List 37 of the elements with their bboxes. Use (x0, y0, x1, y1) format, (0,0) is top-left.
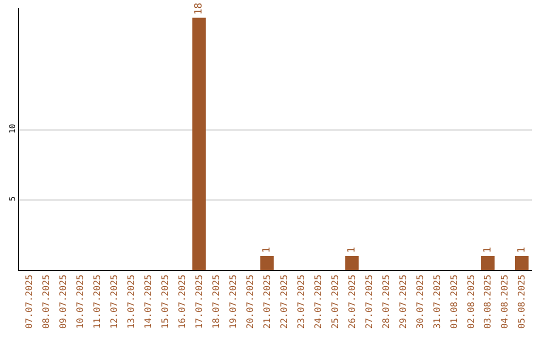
x-tick-label: 26.07.2025 (348, 274, 358, 329)
x-tick-label: 24.07.2025 (314, 274, 324, 329)
x-tick-label: 14.07.2025 (144, 274, 154, 329)
x-tick-label: 08.07.2025 (42, 274, 52, 329)
x-tick-label: 02.08.2025 (466, 274, 477, 329)
x-tick-label: 20.07.2025 (246, 274, 256, 329)
x-tick-label: 22.07.2025 (280, 274, 290, 329)
x-tick-label: 17.07.2025 (194, 274, 205, 329)
x-tick-label: 25.07.2025 (330, 274, 341, 329)
x-tick-label: 07.07.2025 (25, 274, 36, 329)
x-tick-label: 01.08.2025 (450, 274, 460, 329)
x-tick-label: 05.08.2025 (518, 274, 528, 329)
x-tick-label: 09.07.2025 (59, 274, 70, 329)
x-tick-label: 29.07.2025 (398, 274, 409, 329)
data-label: 1 (516, 246, 528, 253)
data-label: 1 (346, 246, 358, 253)
x-tick-label: 11.07.2025 (93, 274, 104, 329)
x-tick-label: 04.08.2025 (500, 274, 511, 329)
x-tick-label: 15.07.2025 (161, 274, 172, 329)
x-tick-label: 18.07.2025 (212, 274, 222, 329)
x-tick-label: 31.07.2025 (432, 274, 443, 329)
x-tick-label: 23.07.2025 (296, 274, 307, 329)
x-tick-label: 16.07.2025 (178, 274, 188, 329)
x-tick-label: 21.07.2025 (262, 274, 273, 329)
x-tick-label: 12.07.2025 (110, 274, 120, 329)
y-tick-label: 5 (8, 196, 17, 202)
x-tick-label: 03.08.2025 (484, 274, 494, 329)
data-label: 1 (482, 246, 494, 253)
data-label: 18 (194, 2, 205, 15)
x-tick-label: 13.07.2025 (127, 274, 138, 329)
data-label: 1 (262, 246, 273, 253)
x-tick-label: 19.07.2025 (228, 274, 239, 329)
x-tick-label: 28.07.2025 (382, 274, 392, 329)
x-tick-label: 27.07.2025 (364, 274, 375, 329)
x-tick-label: 30.07.2025 (416, 274, 426, 329)
x-tick-label: 10.07.2025 (76, 274, 86, 329)
y-tick-label: 10 (8, 124, 17, 134)
